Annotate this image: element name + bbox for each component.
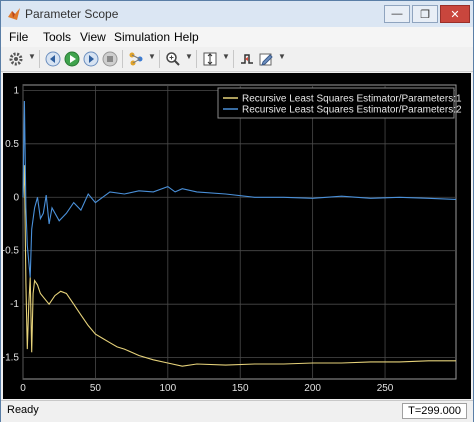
zoom-icon[interactable]	[164, 50, 182, 68]
restore-button[interactable]: ❐	[412, 5, 438, 23]
y-tick-label: 0.5	[5, 139, 19, 150]
window-title: Parameter Scope	[25, 7, 119, 21]
run-icon[interactable]	[63, 50, 81, 68]
toolbar-separator	[122, 50, 123, 68]
x-tick-label: 50	[90, 383, 102, 394]
y-tick-label: -0.5	[3, 246, 19, 257]
y-tick-label: 1	[13, 85, 19, 96]
scale-dropdown-arrow-icon[interactable]: ▼	[222, 52, 230, 61]
menu-file[interactable]: File	[9, 30, 29, 44]
x-tick-label: 100	[159, 383, 176, 394]
zoom-dropdown-arrow-icon[interactable]: ▼	[185, 52, 193, 61]
triggers-icon[interactable]	[238, 50, 256, 68]
gear-dropdown-arrow-icon[interactable]: ▼	[28, 52, 36, 61]
legend-box	[217, 87, 455, 119]
menu-simulation[interactable]: Simulation	[114, 30, 171, 44]
x-tick-label: 200	[304, 383, 321, 394]
highlight-dropdown-arrow-icon[interactable]: ▼	[148, 52, 156, 61]
menu-view[interactable]: View	[80, 30, 106, 44]
step-forward-icon[interactable]	[82, 50, 100, 68]
y-tick-label: -1.5	[3, 353, 19, 364]
legend-entry-2: Recursive Least Squares Estimator/Parame…	[242, 105, 462, 116]
minimize-button[interactable]: —	[384, 5, 410, 23]
matlab-logo-icon	[8, 8, 20, 20]
menu-bar: File Tools View Simulation Help	[1, 27, 473, 47]
series-2-line	[22, 100, 457, 278]
toolbar-separator	[39, 50, 40, 68]
legend-entry-1: Recursive Least Squares Estimator/Parame…	[242, 94, 462, 105]
series-1-line	[22, 165, 456, 367]
menu-tools[interactable]: Tools	[43, 30, 72, 44]
close-button[interactable]: ✕	[440, 5, 470, 23]
x-tick-label: 150	[232, 383, 249, 394]
x-tick-label: 250	[377, 383, 394, 394]
status-text: Ready	[7, 404, 39, 416]
simulation-time: T=299.000	[402, 403, 467, 419]
toolbar-separator	[233, 50, 234, 68]
y-tick-label: -1	[10, 299, 19, 310]
edit-icon[interactable]	[257, 50, 275, 68]
menu-help[interactable]: Help	[174, 30, 199, 44]
gear-icon[interactable]	[7, 50, 25, 68]
edit-dropdown-arrow-icon[interactable]: ▼	[278, 52, 286, 61]
plot-area: 0 50 100 150 200 250 1 0.5 0 -0.5 -1 -1.5 Recursive …	[2, 73, 471, 399]
step-back-icon[interactable]	[44, 50, 62, 68]
highlight-icon[interactable]	[127, 50, 145, 68]
x-tick-label: 0	[20, 383, 26, 394]
status-bar: Ready T=299.000	[1, 400, 473, 422]
toolbar: ▼ ▼ ▼ ▼	[1, 47, 473, 72]
toolbar-separator	[159, 50, 160, 68]
y-tick-label: 0	[13, 192, 19, 203]
title-bar[interactable]: Parameter Scope — ❐ ✕	[1, 1, 473, 27]
scope-chart[interactable]: 0 50 100 150 200 250 1 0.5 0 -0.5 -1 -1.5 Recursive …	[2, 73, 471, 399]
plot-frame	[22, 84, 457, 380]
scale-axes-icon[interactable]	[201, 50, 219, 68]
toolbar-separator	[196, 50, 197, 68]
stop-icon[interactable]	[101, 50, 119, 68]
